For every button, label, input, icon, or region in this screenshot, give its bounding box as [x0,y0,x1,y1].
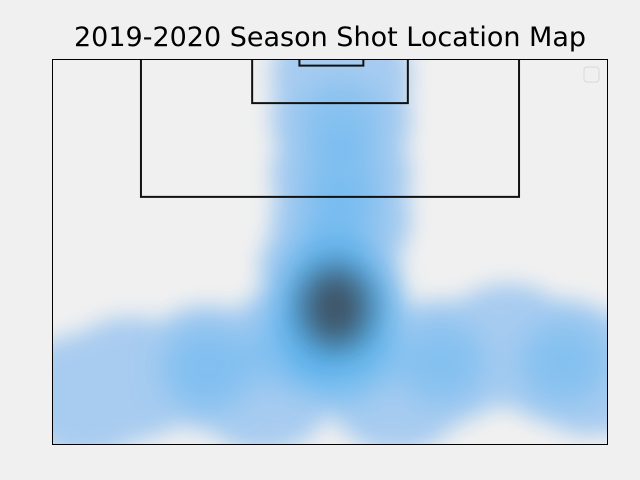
density-layer [52,59,608,445]
six-yard-box [251,59,409,105]
plot-frame [52,59,608,445]
density-peak [301,267,370,348]
density-region-10 [52,333,156,445]
density-mid-11 [396,320,487,405]
pitch-markings [139,59,521,198]
penalty-box [139,59,521,198]
legend-box [583,66,600,83]
goal-mouth [298,59,365,67]
density-mid-13 [518,320,608,405]
density-mid-8 [161,324,255,412]
chart-title: 2019-2020 Season Shot Location Map [73,22,587,53]
density-mid-6 [297,79,385,161]
